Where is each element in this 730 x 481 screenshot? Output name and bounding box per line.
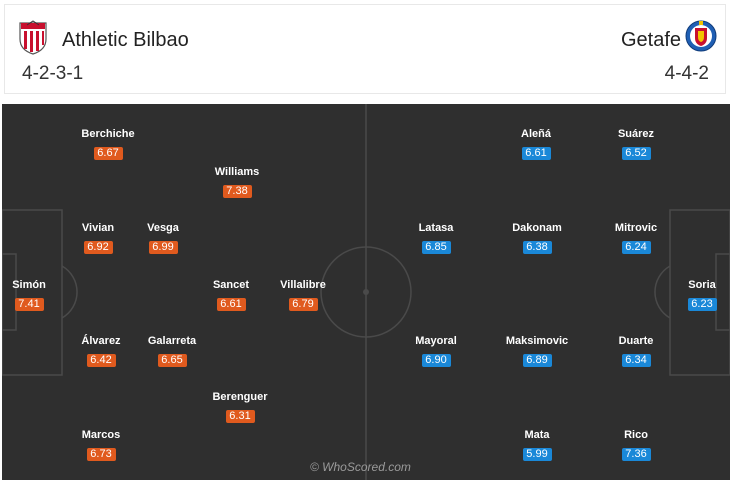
player-name: Galarreta — [147, 335, 197, 347]
player-name: Mayoral — [415, 335, 457, 347]
athletic-bilbao-crest-icon — [19, 20, 47, 55]
player-rating: 6.85 — [421, 241, 451, 254]
watermark: © WhoScored.com — [310, 460, 411, 474]
player-rating: 7.38 — [222, 185, 252, 198]
player-rating: 6.99 — [148, 241, 178, 254]
player-card[interactable]: Vesga 6.99 — [118, 222, 208, 255]
player-name: Marcos — [81, 429, 121, 441]
player-rating: 6.61 — [216, 298, 246, 311]
player-name: Villalibre — [280, 279, 326, 291]
player-rating: 5.99 — [522, 448, 552, 461]
getafe-crest-icon — [685, 20, 717, 52]
player-rating: 6.23 — [687, 298, 717, 311]
player-card[interactable]: Duarte 6.34 — [591, 335, 681, 368]
player-rating: 7.41 — [14, 298, 44, 311]
player-rating: 7.36 — [621, 448, 651, 461]
player-card[interactable]: Mayoral 6.90 — [391, 335, 481, 368]
player-name: Vesga — [147, 222, 179, 234]
player-name: Aleñá — [521, 128, 551, 140]
away-team-name[interactable]: Getafe — [620, 29, 681, 51]
player-name: Latasa — [418, 222, 454, 234]
pitch-markings — [2, 104, 730, 480]
player-card[interactable]: Aleñá 6.61 — [491, 128, 581, 161]
player-rating: 6.65 — [157, 354, 187, 367]
player-card[interactable]: Suárez 6.52 — [591, 128, 681, 161]
player-name: Berenguer — [212, 391, 268, 403]
player-name: Mata — [524, 429, 550, 441]
player-name: Mitrovic — [614, 222, 658, 234]
player-name: Maksimovic — [505, 335, 569, 347]
player-rating: 6.89 — [522, 354, 552, 367]
player-card[interactable]: Berenguer 6.31 — [195, 391, 285, 424]
player-card[interactable]: Álvarez 6.42 — [56, 335, 146, 368]
player-name: Berchiche — [81, 128, 135, 140]
player-name: Álvarez — [81, 335, 121, 347]
player-rating: 6.73 — [86, 448, 116, 461]
player-card[interactable]: Latasa 6.85 — [391, 222, 481, 255]
player-name: Rico — [624, 429, 648, 441]
player-rating: 6.31 — [225, 410, 255, 423]
player-card[interactable]: Rico 7.36 — [591, 429, 681, 462]
home-team-name[interactable]: Athletic Bilbao — [62, 29, 189, 51]
home-formation: 4-2-3-1 — [22, 63, 84, 84]
away-formation: 4-4-2 — [664, 63, 709, 84]
player-rating: 6.52 — [621, 147, 651, 160]
player-rating: 6.79 — [288, 298, 318, 311]
player-card[interactable]: Marcos 6.73 — [56, 429, 146, 462]
player-name: Simón — [12, 279, 46, 291]
player-card[interactable]: Berchiche 6.67 — [63, 128, 153, 161]
player-card[interactable]: Williams 7.38 — [192, 166, 282, 199]
player-name: Suárez — [617, 128, 655, 140]
player-rating: 6.92 — [83, 241, 113, 254]
player-rating: 6.90 — [421, 354, 451, 367]
player-card[interactable]: Soria 6.23 — [657, 279, 730, 312]
player-rating: 6.24 — [621, 241, 651, 254]
pitch: Berchiche 6.67 Williams 7.38 Vivian 6.92… — [2, 104, 730, 480]
player-card[interactable]: Mata 5.99 — [492, 429, 582, 462]
player-name: Williams — [214, 166, 260, 178]
player-name: Duarte — [618, 335, 654, 347]
player-rating: 6.42 — [86, 354, 116, 367]
player-name: Vivian — [81, 222, 115, 234]
player-card[interactable]: Dakonam 6.38 — [492, 222, 582, 255]
player-card[interactable]: Villalibre 6.79 — [258, 279, 348, 312]
match-header: Athletic Bilbao 4-2-3-1 Getafe 4-4-2 — [4, 4, 726, 94]
player-name: Dakonam — [512, 222, 562, 234]
player-card[interactable]: Mitrovic 6.24 — [591, 222, 681, 255]
player-name: Soria — [688, 279, 716, 291]
player-rating: 6.38 — [522, 241, 552, 254]
player-rating: 6.67 — [93, 147, 123, 160]
player-card[interactable]: Maksimovic 6.89 — [492, 335, 582, 368]
player-rating: 6.34 — [621, 354, 651, 367]
player-card[interactable]: Sancet 6.61 — [186, 279, 276, 312]
player-card[interactable]: Galarreta 6.65 — [127, 335, 217, 368]
player-card[interactable]: Simón 7.41 — [0, 279, 74, 312]
player-rating: 6.61 — [521, 147, 551, 160]
player-name: Sancet — [212, 279, 250, 291]
player-card[interactable]: Vivian 6.92 — [53, 222, 143, 255]
